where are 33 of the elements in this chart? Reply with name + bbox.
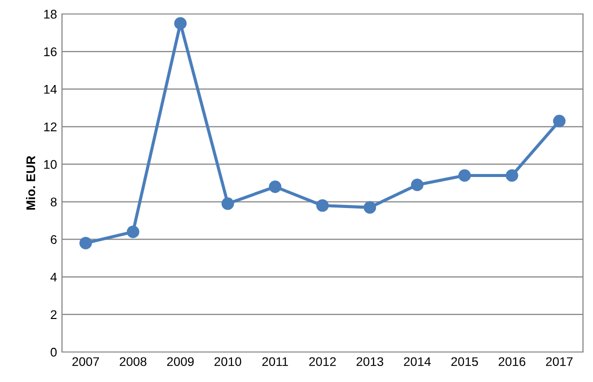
x-tick-label: 2013 bbox=[356, 357, 384, 366]
point bbox=[174, 17, 187, 30]
y-tick-label: 16 bbox=[44, 47, 57, 56]
point bbox=[364, 201, 376, 214]
x-tick-label: 2011 bbox=[262, 357, 288, 366]
y-tick-label: 2 bbox=[50, 310, 57, 319]
y-tick-label: 8 bbox=[50, 198, 57, 206]
x-tick-label: 2009 bbox=[167, 357, 194, 366]
y-tick-label: 14 bbox=[44, 85, 57, 94]
x-tick-label: 2008 bbox=[120, 357, 146, 366]
y-tick-label: 10 bbox=[44, 160, 57, 169]
point bbox=[506, 169, 518, 182]
x-tick-label: 2012 bbox=[309, 357, 336, 366]
y-tick-label: 18 bbox=[44, 10, 57, 19]
point bbox=[79, 236, 92, 250]
x-tick-label: 2014 bbox=[404, 357, 431, 366]
point bbox=[553, 114, 566, 128]
point bbox=[316, 199, 329, 212]
x-tick-label: 2017 bbox=[546, 357, 573, 366]
y-tick-label: 12 bbox=[44, 122, 57, 132]
y-tick-label: 4 bbox=[50, 272, 57, 282]
y-tick-label: 6 bbox=[50, 235, 57, 244]
y-tick-label: 0 bbox=[50, 348, 57, 357]
point bbox=[126, 226, 140, 238]
x-tick-label: 2010 bbox=[214, 357, 242, 366]
x-tick-label: 2016 bbox=[498, 357, 526, 366]
y-axis-title: Mio. EUR bbox=[26, 156, 36, 210]
point bbox=[268, 180, 282, 194]
x-tick-label: 2007 bbox=[72, 357, 99, 366]
point bbox=[410, 178, 424, 192]
x-tick-label: 2015 bbox=[451, 357, 478, 366]
point bbox=[222, 197, 234, 210]
point bbox=[458, 169, 471, 182]
